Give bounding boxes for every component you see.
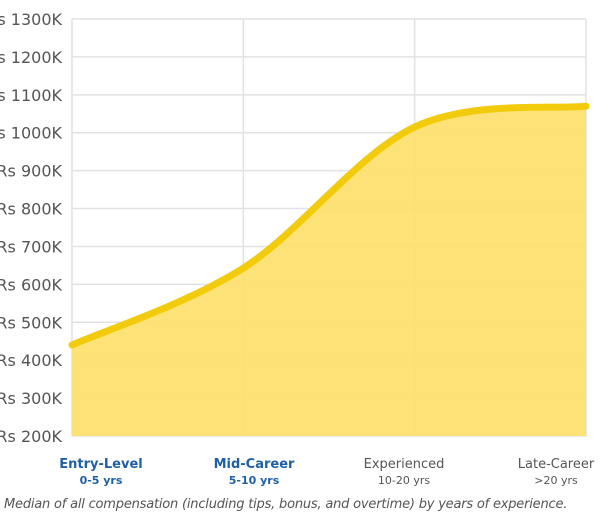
- y-tick-label: Rs 900K: [0, 162, 63, 181]
- x-category-sublabel: 5-10 yrs: [229, 474, 280, 487]
- x-category-sublabel: 10-20 yrs: [378, 474, 430, 487]
- y-tick-label: Rs 600K: [0, 275, 63, 294]
- x-axis: Entry-Level 0-5 yrs Mid-Career 5-10 yrs Expe…: [59, 457, 595, 487]
- y-tick-label: Rs 1200K: [0, 48, 63, 67]
- y-tick-label: Rs 200K: [0, 427, 63, 446]
- x-category-label: Mid-Career: [214, 457, 295, 472]
- x-category-sublabel: 0-5 yrs: [80, 474, 123, 487]
- y-tick-label: Rs 400K: [0, 351, 63, 370]
- y-tick-label: Rs 300K: [0, 389, 63, 408]
- area-fill: [72, 106, 586, 436]
- y-tick-label: Rs 500K: [0, 313, 63, 332]
- x-category-label: Experienced: [364, 457, 445, 472]
- x-category-sublabel: >20 yrs: [534, 474, 578, 487]
- y-tick-label: Rs 700K: [0, 237, 63, 256]
- x-category-label: Late-Career: [518, 457, 595, 472]
- y-tick-label: Rs 800K: [0, 200, 63, 219]
- y-tick-label: Rs 1000K: [0, 124, 63, 143]
- y-tick-label: Rs 1100K: [0, 86, 63, 105]
- x-category-label: Entry-Level: [59, 457, 142, 472]
- y-tick-label: Rs 1300K: [0, 10, 63, 29]
- chart-caption: Median of all compensation (including ti…: [4, 497, 568, 512]
- y-axis: Rs 200K Rs 300K Rs 400K Rs 500K Rs 600K Rs 70…: [0, 10, 63, 446]
- series-line: [68, 102, 590, 349]
